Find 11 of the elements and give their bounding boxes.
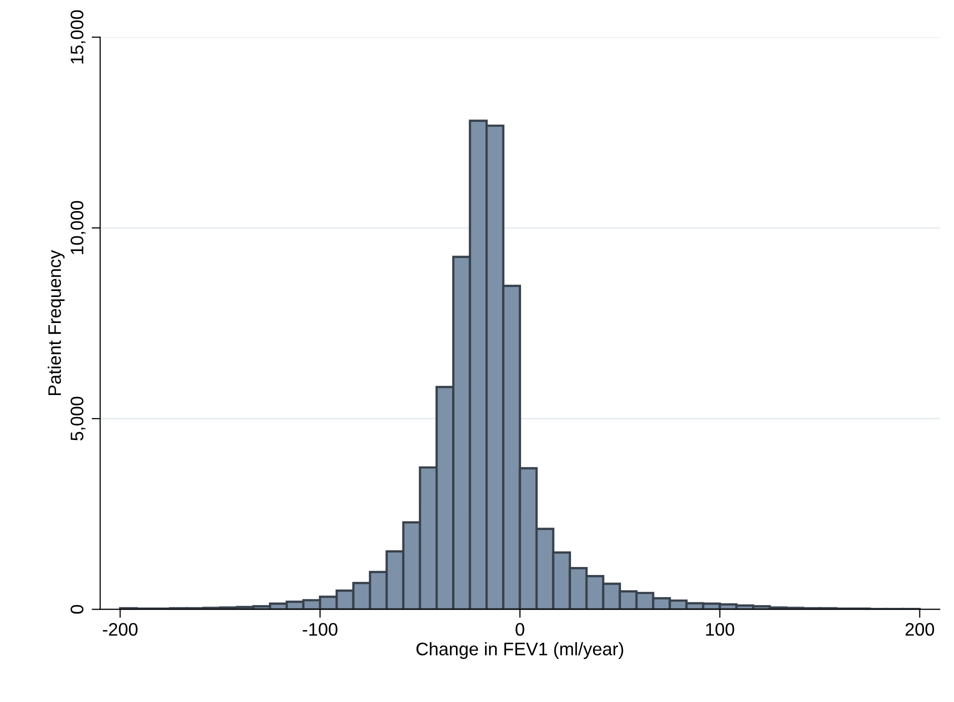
x-axis-title: Change in FEV1 (ml/year) <box>416 642 624 659</box>
y-tick-label: 15,000 <box>70 10 86 64</box>
y-axis-title: Patient Frequency <box>48 250 65 396</box>
x-tick-label: 100 <box>706 623 734 636</box>
x-tick-label: -100 <box>302 623 338 636</box>
x-tick-label: 0 <box>516 623 524 636</box>
x-tick-label: -200 <box>102 623 138 636</box>
x-tick-label: 200 <box>906 623 934 636</box>
y-tick-label: 0 <box>70 605 84 614</box>
y-tick-label: 5,000 <box>70 396 86 440</box>
y-tick-label: 10,000 <box>70 201 86 254</box>
